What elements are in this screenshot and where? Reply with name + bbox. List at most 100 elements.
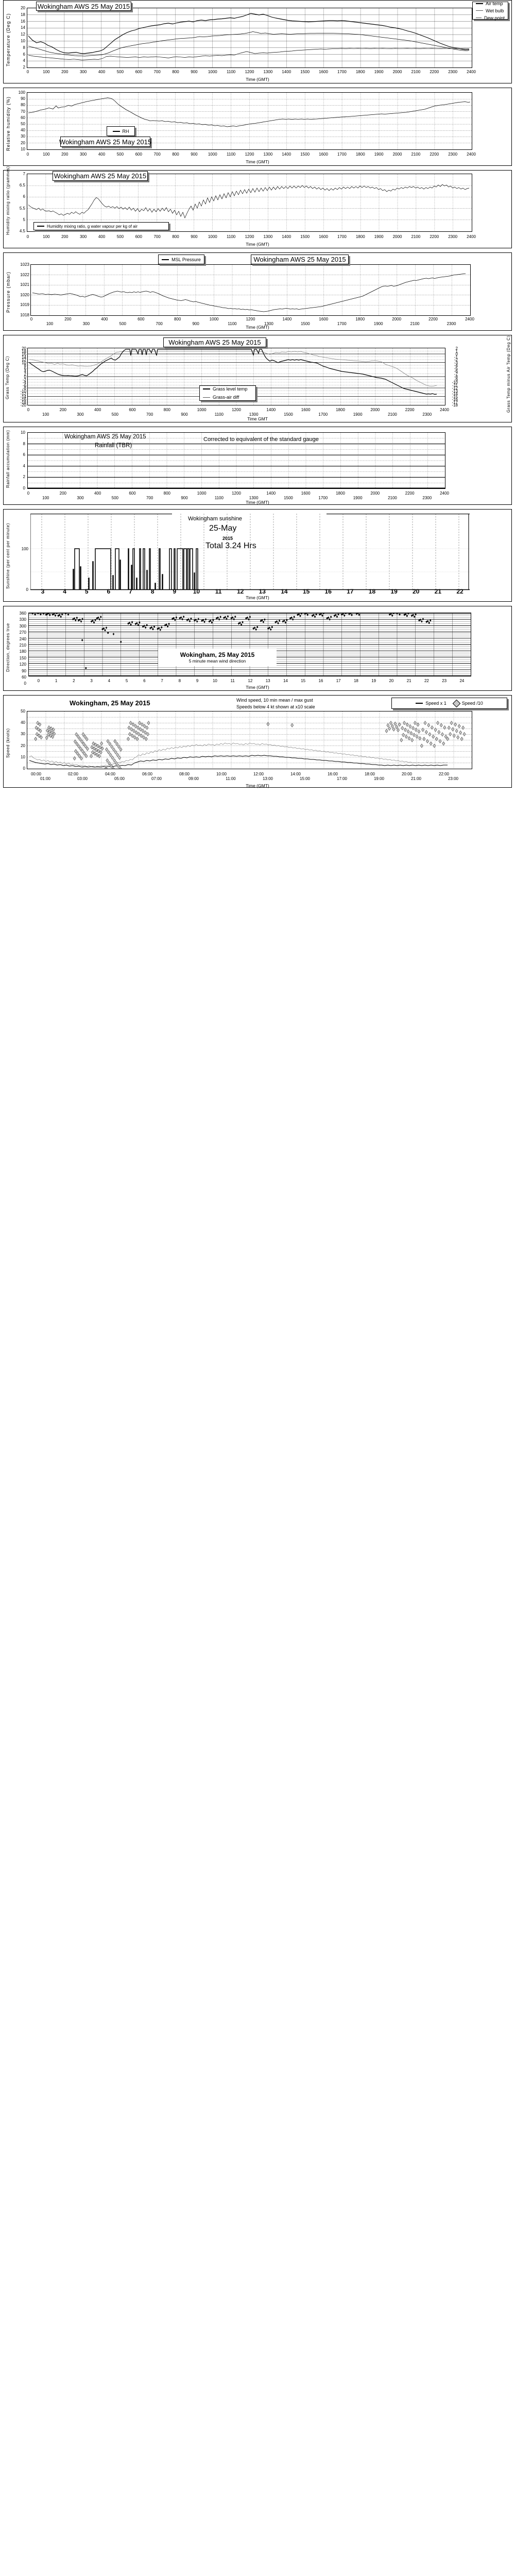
xtick: 1300: [249, 412, 259, 417]
grass-temp-x-axis-label: Time GMT: [247, 416, 268, 421]
speed-div10-marker: [108, 741, 112, 747]
xtick: 4: [63, 588, 66, 595]
speed-div10-marker: [100, 741, 104, 746]
ytick: 5.5: [19, 206, 25, 211]
xtick: 15: [302, 588, 310, 595]
xtick: 08:00: [179, 772, 190, 776]
scatter-point: [47, 613, 50, 615]
temperature-plot-area: [27, 8, 472, 68]
scatter-point: [322, 613, 325, 615]
pressure-y-axis-label: Pressure (mbar): [6, 271, 11, 313]
legend-item-grass-level-temp: Grass level temp: [203, 386, 252, 392]
scatter-point: [234, 615, 236, 618]
xtick: 22: [456, 588, 464, 595]
speed-div10-marker: [454, 722, 457, 727]
ytick: 8: [23, 441, 25, 446]
xtick: 1100: [228, 321, 237, 326]
xtick: 2400: [467, 152, 476, 157]
xtick: 1000: [208, 152, 217, 157]
speed-div10-marker: [106, 758, 109, 763]
xtick: 5: [84, 588, 89, 595]
speed-div10-marker: [447, 725, 451, 730]
ytick: 14: [22, 354, 26, 360]
scatter-point: [105, 626, 108, 629]
scatter-point: [329, 618, 331, 621]
speed-div10-marker: [403, 721, 406, 725]
ytick: -16: [20, 397, 26, 402]
xtick: 3: [90, 679, 93, 683]
sunshine-plot-area: [30, 514, 471, 591]
xtick: 1600: [301, 491, 311, 496]
speed-div10-marker: [46, 732, 50, 737]
xtick: 2: [73, 679, 75, 683]
scatter-point: [61, 613, 63, 616]
ytick: 1019: [20, 302, 29, 308]
scatter-point: [392, 613, 395, 615]
ytick: 2: [24, 371, 26, 377]
scatter-point: [342, 613, 345, 615]
xtick: 12:00: [253, 772, 264, 776]
xtick: 16: [324, 588, 332, 595]
xtick: 800: [174, 317, 181, 321]
wind-speed-note-2: Speeds below 4 kt shown at x10 scale: [236, 704, 315, 709]
xtick: 00:00: [30, 772, 42, 776]
speed-div10-marker: [117, 744, 121, 749]
xtick: 100: [42, 496, 49, 500]
xtick: 1800: [355, 317, 365, 321]
xtick: 2400: [440, 491, 449, 496]
ytick: 10: [21, 39, 25, 43]
ytick: -6: [22, 383, 26, 388]
xtick: 300: [79, 152, 87, 157]
ytick: 30: [21, 732, 25, 737]
speed-div10-marker: [46, 728, 49, 733]
sunshine-total: Total 3.24 Hrs: [205, 541, 256, 550]
speed-div10-marker: [413, 721, 417, 725]
xtick: 200: [61, 234, 68, 239]
xtick: 0: [30, 317, 33, 321]
wind-direction-plot-area: [28, 613, 471, 676]
speed-div10-marker: [134, 730, 138, 735]
xtick: 13: [259, 588, 266, 595]
xtick: 1800: [355, 70, 365, 74]
ytick: -18: [20, 400, 26, 405]
humidity-x-axis-label: Time (GMT): [246, 159, 269, 164]
speed-div10-marker: [420, 743, 423, 748]
scatter-point: [313, 614, 315, 617]
humidity-svg: [27, 93, 472, 149]
xtick: 1400: [282, 234, 291, 239]
xtick: 20:00: [401, 772, 413, 776]
xtick: 18: [353, 679, 358, 683]
speed-div10-marker: [441, 732, 444, 737]
legend-item-wet-bulb: Wet bulb: [476, 8, 505, 13]
speed-div10-marker: [451, 727, 455, 732]
xtick: 17:00: [336, 776, 348, 781]
xtick: 11:00: [226, 776, 236, 781]
speed-div10-marker: [145, 725, 149, 730]
speed-div10-marker: [85, 737, 89, 741]
ytick: 0: [23, 486, 25, 490]
grass-temp-y-axis-label: Grass Temp (Deg C): [5, 356, 10, 400]
scatter-point: [48, 614, 51, 617]
xtick: 10:00: [216, 772, 227, 776]
xtick: 2200: [405, 408, 415, 412]
speed-div10-marker: [385, 728, 388, 733]
speed-div10-marker: [90, 745, 94, 750]
speed-div10-marker: [127, 725, 131, 730]
speed-div10-marker: [129, 721, 132, 725]
speed-div10-marker: [79, 747, 82, 751]
scatter-point: [40, 613, 42, 616]
ytick: -12: [20, 392, 26, 396]
ytick: -8: [22, 386, 26, 391]
scatter-point: [60, 615, 62, 618]
xtick: 2400: [467, 234, 476, 239]
scatter-point: [181, 618, 183, 621]
speed-div10-marker: [411, 726, 415, 731]
xtick: 100: [46, 321, 54, 326]
speed-div10-marker: [81, 749, 84, 754]
speed-div10-marker: [422, 737, 426, 741]
ytick: 6: [23, 194, 25, 199]
xtick: 7: [161, 679, 163, 683]
speed-div10-marker: [393, 721, 397, 726]
speed-div10-marker: [143, 724, 146, 728]
wind-direction-title-box: Wokingham, 25 May 2015 5 minute mean win…: [158, 649, 277, 666]
